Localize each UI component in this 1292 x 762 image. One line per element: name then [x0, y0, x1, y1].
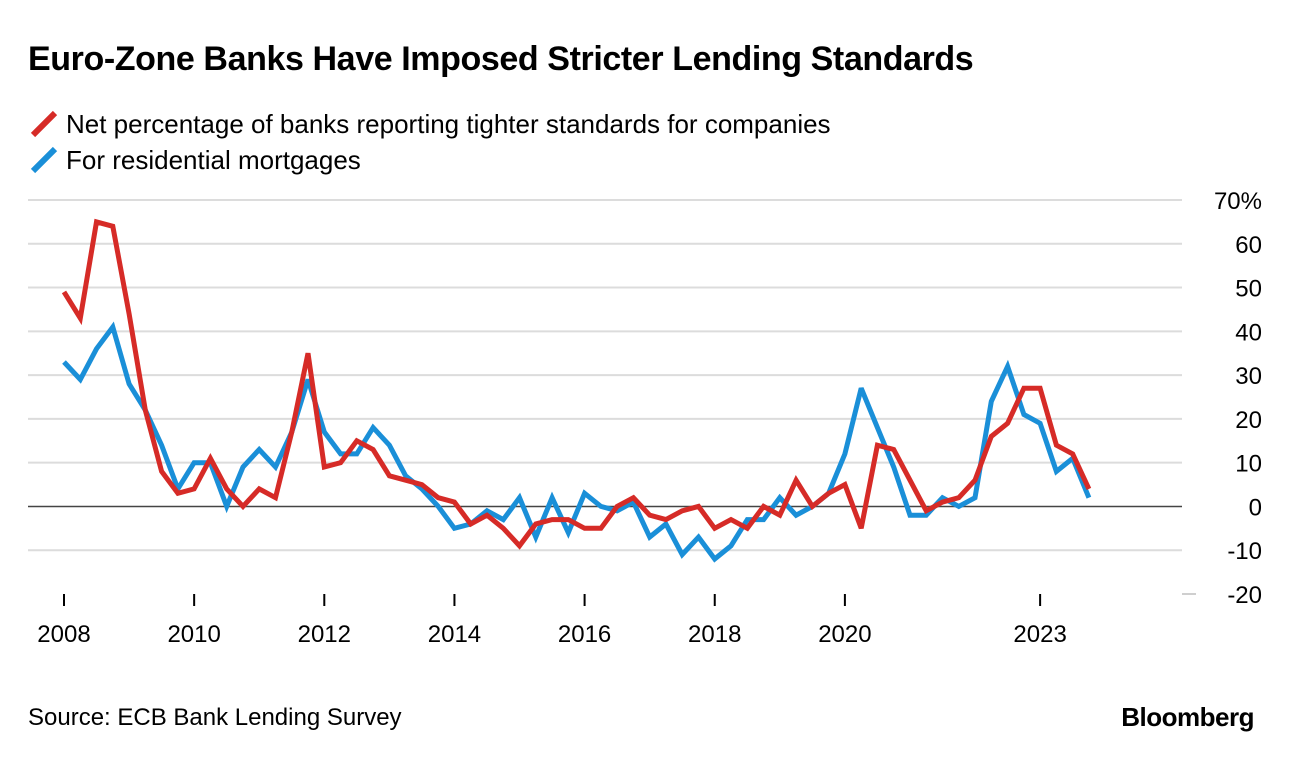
series-line-mortgages	[62, 321, 1092, 563]
legend-item-mortgages: For residential mortgages	[30, 142, 831, 178]
series-lines	[61, 218, 1092, 563]
gridlines	[28, 199, 1196, 595]
y-tick-label: 40	[1235, 319, 1262, 346]
legend-item-companies: Net percentage of banks reporting tighte…	[30, 106, 831, 142]
x-axis-ticks: 2008 2010 2012 2014 2016 2018 2020 2023	[37, 594, 1067, 648]
y-axis-tick-labels: 70% 60 50 40 30 20 10 0 -10 -20	[1214, 188, 1262, 609]
y-tick-label: 0	[1249, 494, 1262, 521]
source-note: Source: ECB Bank Lending Survey	[28, 704, 402, 731]
y-tick-label: 70%	[1214, 188, 1262, 215]
x-tick-label: 2012	[298, 621, 351, 648]
y-tick-label: 10	[1235, 451, 1262, 478]
y-tick-label: 50	[1235, 276, 1262, 303]
x-tick-label: 2014	[428, 621, 481, 648]
x-tick-label: 2016	[558, 621, 611, 648]
y-tick-label: 60	[1235, 232, 1262, 259]
bloomberg-logo: Bloomberg	[1121, 702, 1254, 732]
x-tick-label: 2020	[818, 621, 871, 648]
y-tick-label: 30	[1235, 363, 1262, 390]
legend-swatch-companies	[30, 110, 58, 138]
series-line-companies	[61, 218, 1092, 550]
legend: Net percentage of banks reporting tighte…	[30, 106, 831, 178]
y-tick-label: -10	[1227, 538, 1262, 565]
x-tick-label: 2010	[167, 621, 220, 648]
legend-label-mortgages: For residential mortgages	[66, 144, 361, 175]
x-tick-label: 2023	[1013, 621, 1066, 648]
legend-label-companies: Net percentage of banks reporting tighte…	[66, 108, 831, 139]
y-tick-label: 20	[1235, 407, 1262, 434]
x-tick-label: 2008	[37, 621, 90, 648]
chart-title: Euro-Zone Banks Have Imposed Stricter Le…	[28, 40, 974, 78]
x-tick-label: 2018	[688, 621, 741, 648]
legend-swatch-mortgages	[30, 146, 58, 174]
y-tick-label: -20	[1227, 582, 1262, 609]
